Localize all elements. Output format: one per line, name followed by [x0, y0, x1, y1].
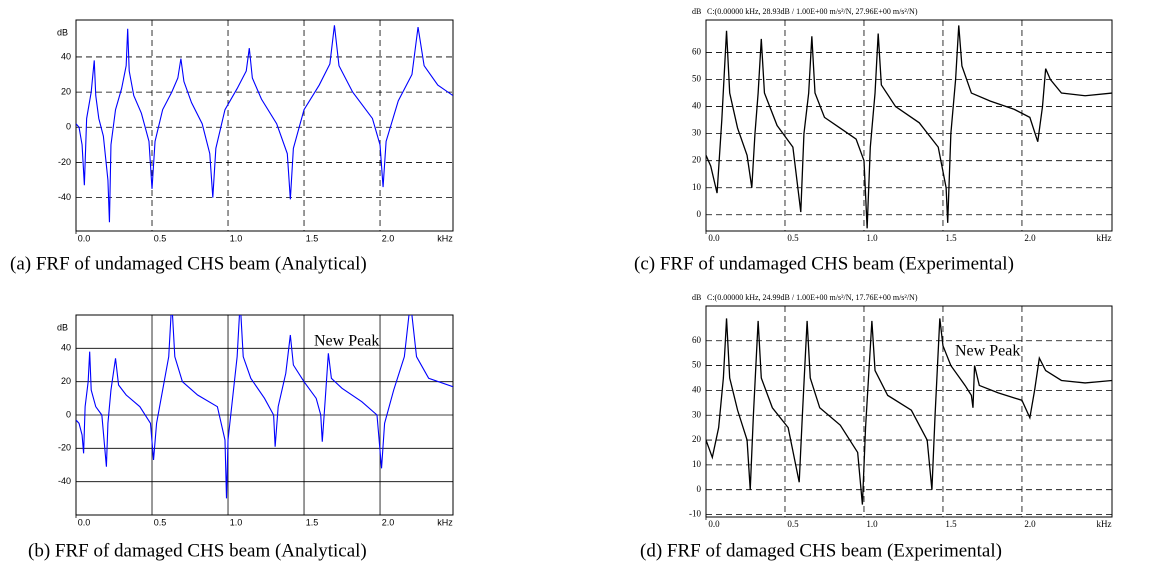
caption: (a) FRF of undamaged CHS beam (Analytica…	[10, 253, 367, 274]
frf-line	[706, 25, 1112, 229]
x-tick-label: 1.0	[866, 233, 878, 243]
plot-frame	[705, 19, 1113, 232]
y-tick-label: 20	[61, 86, 71, 96]
chart: -40 -20 0 20 40 0.0 0.5 1.0 1.5 2.0 kHz dB New Peak (…	[28, 314, 454, 561]
x-tick-label: 0.5	[154, 517, 167, 527]
chart-header: C:(0.00000 kHz, 28.93dB / 1.00E+00 m/s²/…	[707, 7, 918, 16]
y-tick-label: 0	[697, 484, 702, 494]
y-tick-label: 40	[692, 384, 702, 394]
x-tick-label: 0.5	[154, 233, 167, 243]
x-tick-label: 1.5	[945, 519, 957, 529]
y-tick-label: -40	[58, 476, 71, 486]
x-axis-label: kHz	[1097, 233, 1112, 243]
y-tick-label: 40	[61, 343, 71, 353]
x-tick-label: 0.0	[708, 519, 720, 529]
x-tick-label: 2.0	[382, 517, 395, 527]
y-tick-label: 40	[61, 51, 71, 61]
y-tick-label: 50	[692, 74, 702, 84]
y-tick-label: -40	[58, 192, 71, 202]
y-tick-label: 40	[692, 101, 702, 111]
y-axis-label: dB	[692, 7, 701, 16]
x-tick-label: 1.5	[945, 233, 957, 243]
y-tick-label: 0	[697, 209, 702, 219]
y-tick-label: 20	[692, 434, 702, 444]
x-tick-label: 0.0	[78, 233, 91, 243]
annotation: New Peak	[955, 343, 1020, 360]
x-tick-label: 1.0	[866, 519, 878, 529]
plot-frame	[75, 19, 454, 232]
y-axis-label: dB	[692, 293, 701, 302]
chart-header: C:(0.00000 kHz, 24.99dB / 1.00E+00 m/s²/…	[707, 293, 918, 302]
y-axis-label: dB	[57, 322, 68, 332]
x-tick-label: 1.5	[306, 517, 319, 527]
x-tick-label: 2.0	[1024, 519, 1036, 529]
y-tick-label: 60	[692, 335, 702, 345]
y-tick-label: 20	[61, 376, 71, 386]
x-tick-label: 0.5	[787, 519, 799, 529]
x-tick-label: 1.0	[230, 517, 243, 527]
x-tick-label: 1.0	[230, 233, 243, 243]
y-tick-label: 0	[66, 409, 71, 419]
y-tick-label: -10	[689, 509, 701, 519]
y-tick-label: 60	[692, 47, 702, 57]
x-tick-label: 2.0	[1024, 233, 1036, 243]
x-axis-label: kHz	[437, 517, 453, 527]
frf-line	[706, 318, 1112, 505]
annotation: New Peak	[314, 333, 379, 350]
y-tick-label: -20	[58, 443, 71, 453]
caption: (c) FRF of undamaged CHS beam (Experimen…	[634, 253, 1014, 274]
y-tick-label: 10	[692, 459, 702, 469]
chart: 0 10 20 30 40 50 60 0.0 0.5 1.0 1.5 2.0 kHz dB C:(0.00…	[634, 7, 1113, 274]
y-tick-label: 10	[692, 182, 702, 192]
x-axis-label: kHz	[1097, 519, 1112, 529]
x-tick-label: 0.0	[78, 517, 91, 527]
caption: (b) FRF of damaged CHS beam (Analytical)	[28, 540, 367, 561]
frf-line	[76, 25, 453, 223]
caption: (d) FRF of damaged CHS beam (Experimenta…	[640, 540, 1002, 561]
x-tick-label: 0.5	[787, 233, 799, 243]
x-axis-label: kHz	[437, 233, 453, 243]
y-tick-label: -20	[58, 157, 71, 167]
y-tick-label: 50	[692, 360, 702, 370]
y-tick-label: 0	[66, 122, 71, 132]
y-tick-label: 20	[692, 155, 702, 165]
y-axis-label: dB	[57, 27, 68, 37]
x-tick-label: 1.5	[306, 233, 319, 243]
chart: -40 -20 0 20 40 0.0 0.5 1.0 1.5 2.0 kHz dB (a) FRF o…	[10, 19, 454, 274]
y-tick-label: 30	[692, 409, 702, 419]
plot-frame	[705, 305, 1113, 518]
y-tick-label: 30	[692, 128, 702, 138]
x-tick-label: 0.0	[708, 233, 720, 243]
plot-frame	[75, 314, 454, 516]
chart: -10 0 10 20 30 40 50 60 0.0 0.5 1.0 1.5 2.0 kHz dB C:(0…	[640, 293, 1113, 561]
x-tick-label: 2.0	[382, 233, 395, 243]
frf-line	[76, 315, 453, 499]
